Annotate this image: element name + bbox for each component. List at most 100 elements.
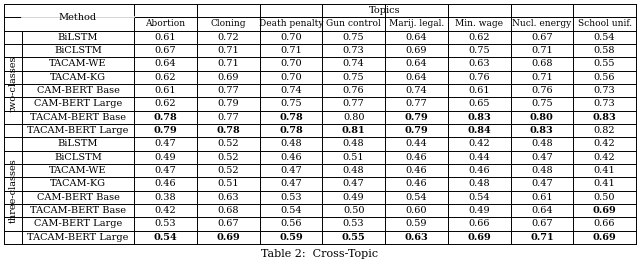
- Text: 0.69: 0.69: [216, 233, 240, 242]
- Text: 0.71: 0.71: [531, 73, 553, 82]
- Text: CAM-BERT Large: CAM-BERT Large: [34, 219, 122, 229]
- Text: 0.47: 0.47: [154, 166, 176, 175]
- Text: 0.59: 0.59: [406, 219, 427, 229]
- Text: 0.67: 0.67: [531, 33, 553, 42]
- Text: 0.75: 0.75: [468, 46, 490, 55]
- Text: 0.61: 0.61: [155, 33, 176, 42]
- Text: 0.42: 0.42: [594, 153, 616, 162]
- Text: 0.50: 0.50: [343, 206, 364, 215]
- Text: 0.44: 0.44: [468, 153, 490, 162]
- Text: 0.46: 0.46: [280, 153, 301, 162]
- Text: 0.48: 0.48: [468, 180, 490, 188]
- Text: 0.71: 0.71: [217, 59, 239, 68]
- Text: 0.55: 0.55: [342, 233, 365, 242]
- Text: 0.56: 0.56: [594, 73, 616, 82]
- Text: 0.68: 0.68: [218, 206, 239, 215]
- Text: 0.54: 0.54: [594, 33, 616, 42]
- Text: Marij. legal.: Marij. legal.: [388, 20, 444, 29]
- Text: TACAM-BERT Large: TACAM-BERT Large: [28, 126, 129, 135]
- Text: 0.46: 0.46: [155, 180, 176, 188]
- Text: TACAM-KG: TACAM-KG: [50, 73, 106, 82]
- Text: 0.48: 0.48: [343, 139, 364, 148]
- Text: 0.70: 0.70: [280, 33, 301, 42]
- Text: 0.75: 0.75: [280, 100, 301, 109]
- Text: 0.70: 0.70: [280, 59, 301, 68]
- Text: 0.83: 0.83: [593, 113, 616, 122]
- Text: Nucl. energy: Nucl. energy: [512, 20, 572, 29]
- Text: 0.67: 0.67: [531, 219, 553, 229]
- Text: 0.47: 0.47: [531, 180, 553, 188]
- Text: 0.77: 0.77: [217, 86, 239, 95]
- Text: CAM-BERT Base: CAM-BERT Base: [36, 193, 120, 202]
- Text: 0.49: 0.49: [468, 206, 490, 215]
- Text: 0.76: 0.76: [531, 86, 553, 95]
- Text: 0.69: 0.69: [593, 206, 616, 215]
- Text: 0.42: 0.42: [468, 139, 490, 148]
- Text: CAM-BERT Large: CAM-BERT Large: [34, 100, 122, 109]
- Text: 0.83: 0.83: [530, 126, 554, 135]
- Text: BiLSTM: BiLSTM: [58, 139, 99, 148]
- Text: 0.67: 0.67: [218, 219, 239, 229]
- Text: 0.81: 0.81: [342, 126, 365, 135]
- Text: 0.62: 0.62: [155, 73, 176, 82]
- Text: 0.61: 0.61: [531, 193, 553, 202]
- Text: TACAM-KG: TACAM-KG: [50, 180, 106, 188]
- Text: 0.84: 0.84: [467, 126, 491, 135]
- Text: 0.53: 0.53: [343, 219, 364, 229]
- Text: 0.53: 0.53: [280, 193, 301, 202]
- Text: BiCLSTM: BiCLSTM: [54, 153, 102, 162]
- Text: CAM-BERT Base: CAM-BERT Base: [36, 86, 120, 95]
- Text: 0.47: 0.47: [280, 166, 301, 175]
- Text: 0.73: 0.73: [594, 100, 616, 109]
- Text: 0.62: 0.62: [155, 100, 176, 109]
- Text: 0.69: 0.69: [467, 233, 491, 242]
- Text: Abortion: Abortion: [145, 20, 186, 29]
- Text: 0.49: 0.49: [155, 153, 176, 162]
- Text: 0.71: 0.71: [530, 233, 554, 242]
- Text: 0.64: 0.64: [155, 59, 176, 68]
- Text: 0.48: 0.48: [531, 166, 553, 175]
- Text: 0.46: 0.46: [468, 166, 490, 175]
- Text: 0.47: 0.47: [280, 180, 301, 188]
- Text: 0.77: 0.77: [343, 100, 365, 109]
- Text: 0.74: 0.74: [343, 59, 365, 68]
- Text: 0.51: 0.51: [343, 153, 364, 162]
- Text: 0.59: 0.59: [279, 233, 303, 242]
- Text: 0.70: 0.70: [280, 73, 301, 82]
- Text: Method: Method: [59, 13, 97, 22]
- Text: 0.64: 0.64: [406, 73, 427, 82]
- Text: 0.78: 0.78: [279, 126, 303, 135]
- Text: 0.54: 0.54: [468, 193, 490, 202]
- Text: 0.64: 0.64: [406, 33, 427, 42]
- Text: 0.74: 0.74: [406, 86, 428, 95]
- Text: Cloning: Cloning: [211, 20, 246, 29]
- Text: 0.61: 0.61: [468, 86, 490, 95]
- Text: 0.79: 0.79: [404, 113, 428, 122]
- Text: 0.52: 0.52: [218, 139, 239, 148]
- Text: 0.54: 0.54: [280, 206, 301, 215]
- Text: Table 2:  Cross-Topic: Table 2: Cross-Topic: [261, 249, 379, 259]
- Text: 0.64: 0.64: [406, 59, 427, 68]
- Text: Min. wage: Min. wage: [455, 20, 503, 29]
- Text: 0.54: 0.54: [154, 233, 177, 242]
- Text: 0.55: 0.55: [594, 59, 616, 68]
- Text: 0.68: 0.68: [531, 59, 552, 68]
- Text: School unif.: School unif.: [577, 20, 632, 29]
- Text: 0.48: 0.48: [280, 139, 301, 148]
- Text: 0.42: 0.42: [154, 206, 176, 215]
- Text: 0.78: 0.78: [216, 126, 240, 135]
- Text: 0.46: 0.46: [406, 180, 427, 188]
- Text: 0.78: 0.78: [279, 113, 303, 122]
- Text: 0.51: 0.51: [218, 180, 239, 188]
- Text: 0.48: 0.48: [343, 166, 364, 175]
- Text: 0.41: 0.41: [594, 180, 616, 188]
- Text: 0.69: 0.69: [218, 73, 239, 82]
- Text: TACAM-BERT Base: TACAM-BERT Base: [30, 113, 126, 122]
- Text: BiCLSTM: BiCLSTM: [54, 46, 102, 55]
- Text: 0.74: 0.74: [280, 86, 301, 95]
- Text: 0.75: 0.75: [531, 100, 553, 109]
- Text: 0.73: 0.73: [343, 46, 365, 55]
- Text: TACAM-BERT Large: TACAM-BERT Large: [28, 233, 129, 242]
- Text: 0.76: 0.76: [468, 73, 490, 82]
- Text: Topics: Topics: [369, 6, 401, 15]
